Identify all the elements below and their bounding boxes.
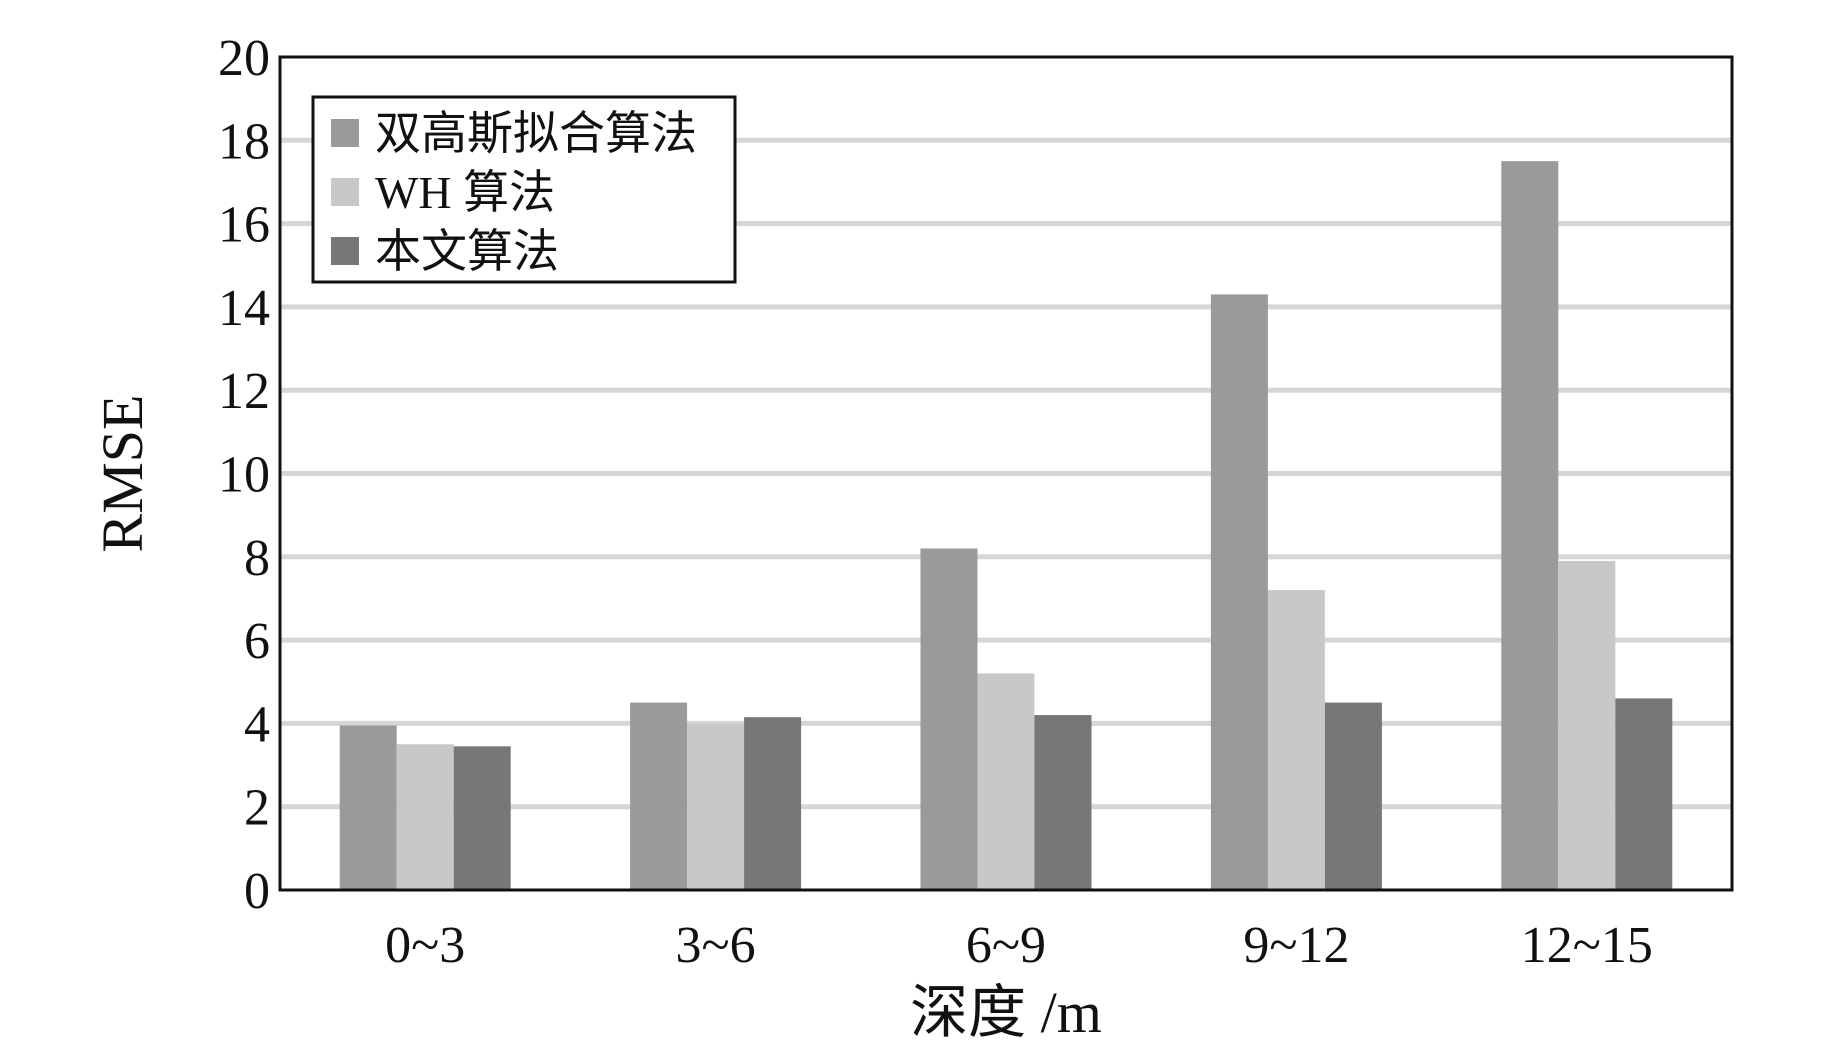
- legend-box: [311, 95, 737, 284]
- x-tick-label: 3~6: [676, 917, 756, 974]
- legend-label: 本文算法: [375, 226, 559, 277]
- bar: [1210, 294, 1268, 890]
- legend-swatch: [331, 237, 359, 265]
- y-tick-label: 16: [218, 197, 270, 254]
- legend-label: WH 算法: [375, 167, 555, 218]
- bar: [396, 744, 454, 890]
- y-tick-label: 0: [244, 863, 270, 920]
- legend-swatch: [331, 119, 359, 147]
- x-tick-label: 6~9: [966, 917, 1046, 974]
- grid-lines: [280, 137, 1732, 810]
- bar: [339, 725, 397, 890]
- bar: [453, 746, 511, 890]
- plot-frame: [278, 55, 1734, 892]
- bar: [1558, 560, 1616, 890]
- bar: [630, 702, 688, 890]
- y-axis-title: RMSE: [90, 395, 155, 553]
- axis-ticks: 0 2 4 6 8 10 12 14 16 18 20 0~3 3~6 6~9 9~12 12~15: [218, 30, 1653, 974]
- bar: [1501, 161, 1559, 890]
- bar: [920, 548, 978, 890]
- x-axis-title: 深度 /m: [910, 980, 1102, 1045]
- y-tick-label: 4: [244, 696, 270, 753]
- bar: [1324, 702, 1382, 890]
- bar: [744, 717, 802, 890]
- y-tick-label: 20: [218, 30, 270, 87]
- x-tick-label: 9~12: [1243, 917, 1349, 974]
- y-tick-label: 12: [218, 363, 270, 420]
- y-tick-label: 14: [218, 280, 270, 337]
- legend-swatch: [331, 178, 359, 206]
- y-tick-label: 8: [244, 530, 270, 587]
- bar: [687, 723, 745, 890]
- y-tick-label: 6: [244, 613, 270, 670]
- x-tick-label: 12~15: [1521, 917, 1653, 974]
- legend-label: 双高斯拟合算法: [375, 108, 697, 159]
- bar: [1034, 715, 1092, 890]
- bar: [1267, 590, 1325, 890]
- bar: [1615, 698, 1673, 890]
- y-tick-label: 2: [244, 780, 270, 837]
- bars: [339, 161, 1673, 890]
- x-tick-label: 0~3: [385, 917, 465, 974]
- bar: [977, 673, 1035, 890]
- y-tick-label: 18: [218, 113, 270, 170]
- y-tick-label: 10: [218, 447, 270, 504]
